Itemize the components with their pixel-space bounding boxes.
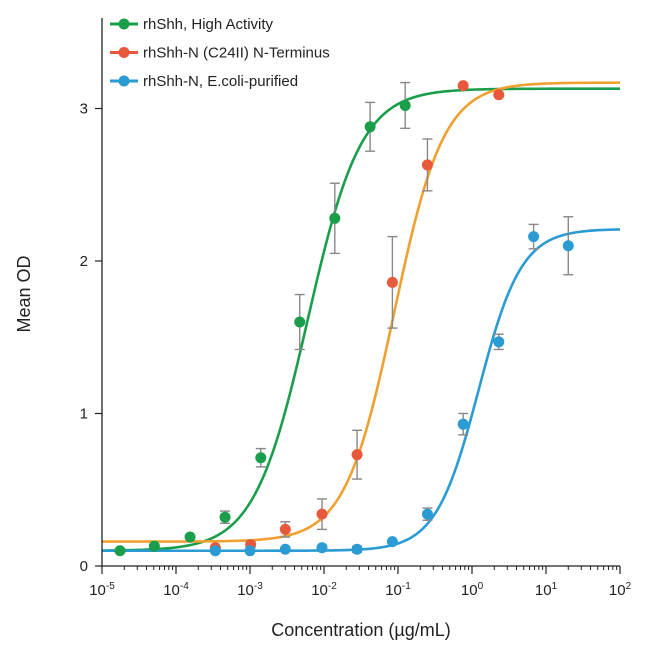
legend-label: rhShh-N (C24II) N-Terminus [143, 45, 330, 62]
x-tick-label: 10-5 [89, 581, 115, 599]
x-tick-label: 10-4 [163, 581, 189, 599]
data-point-series-3 [386, 536, 398, 548]
data-point-series-1 [364, 121, 376, 133]
x-tick-label: 101 [535, 581, 558, 599]
data-point-series-2 [316, 508, 328, 520]
data-point-series-2 [279, 523, 291, 535]
legend-marker [118, 75, 130, 87]
fit-curve-1 [101, 87, 620, 552]
data-point-series-1 [219, 511, 231, 523]
data-point-series-2 [421, 159, 433, 171]
y-tick-label: 1 [80, 406, 88, 423]
data-point-series-3 [421, 508, 433, 520]
data-point-series-3 [209, 545, 221, 557]
data-point-series-1 [148, 540, 160, 552]
data-point-series-1 [294, 316, 306, 328]
x-tick-label: 10-1 [385, 581, 411, 599]
legend-marker [118, 47, 130, 58]
data-point-series-1 [184, 531, 196, 543]
data-point-series-1 [329, 212, 341, 224]
data-point-series-3 [457, 418, 469, 430]
data-point-series-1 [399, 99, 411, 111]
x-tick-label: 10-2 [311, 581, 337, 599]
x-tick-label: 100 [461, 581, 484, 599]
y-tick-label: 2 [80, 253, 88, 270]
data-point-series-3 [244, 545, 256, 557]
data-point-series-2 [493, 89, 505, 101]
legend: rhShh, High Activity rhShh-N (C24II) N-Te… [110, 16, 330, 90]
legend-label: rhShh-N, E.coli-purified [143, 73, 298, 90]
data-point-series-3 [351, 543, 363, 555]
data-point-series-3 [279, 543, 291, 555]
data-point-series-1 [114, 545, 126, 557]
data-point-series-3 [562, 240, 574, 252]
data-point-series-2 [386, 276, 398, 288]
data-points [114, 80, 574, 557]
data-point-series-2 [351, 449, 363, 461]
legend-label: rhShh, High Activity [143, 16, 274, 33]
fit-curve-2 [102, 81, 621, 543]
x-tick-label: 102 [609, 581, 632, 599]
fit-curve-3 [102, 228, 621, 553]
x-tick-label: 10-3 [237, 581, 263, 599]
axes: 10-5 10-4 10-3 10-2 10-1 100 101 102 0 1 2 3 [80, 18, 632, 599]
x-axis-title: Concentration (µg/mL) [271, 620, 450, 640]
legend-marker [118, 18, 130, 30]
data-point-series-3 [493, 336, 505, 348]
y-axis-title: Mean OD [14, 255, 34, 332]
y-tick-label: 3 [80, 101, 88, 118]
fit-curves [101, 81, 621, 553]
error-bars [220, 81, 574, 553]
data-point-series-3 [528, 231, 540, 243]
data-point-series-1 [255, 452, 267, 464]
y-tick-label: 0 [80, 558, 88, 575]
data-point-series-2 [457, 80, 469, 92]
data-point-series-3 [316, 542, 328, 554]
